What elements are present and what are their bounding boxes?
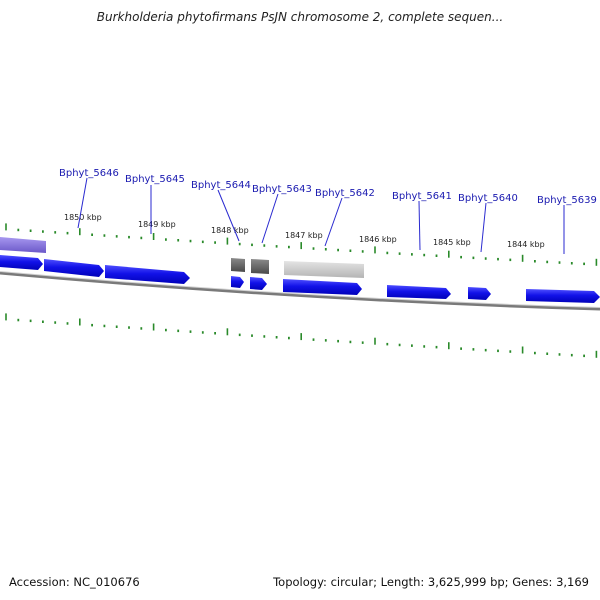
scale-tick-label-1847: 1847 kbp — [285, 231, 323, 240]
leader-line — [261, 193, 279, 244]
scale-tick-label-1844: 1844 kbp — [507, 240, 545, 249]
gene-arrow[interactable] — [468, 287, 491, 300]
gene-arrow[interactable] — [231, 276, 244, 288]
gene-arrow[interactable] — [250, 277, 267, 290]
leader-line — [77, 177, 88, 229]
leader-line — [324, 197, 343, 247]
gene-arrow-partial[interactable] — [0, 237, 46, 253]
gene-arrow[interactable] — [105, 265, 190, 284]
gene-arrow[interactable] — [44, 259, 104, 277]
gene-block-dark[interactable] — [251, 259, 269, 274]
scale-tick-label-1849: 1849 kbp — [138, 220, 176, 229]
leader-line — [480, 202, 487, 253]
gene-label-bphyt-5646[interactable]: Bphyt_5646 — [59, 168, 119, 179]
scale-tick-label-1845: 1845 kbp — [433, 238, 471, 247]
gene-label-leaders — [77, 177, 565, 254]
scale-tick-label-1848: 1848 kbp — [211, 226, 249, 235]
gene-arrow[interactable] — [526, 289, 600, 303]
gene-label-bphyt-5643[interactable]: Bphyt_5643 — [252, 184, 312, 195]
gene-block-dark[interactable] — [231, 258, 245, 272]
leader-line — [418, 200, 421, 251]
gene-arrow[interactable] — [0, 255, 43, 270]
scale-tick-label-1846: 1846 kbp — [359, 235, 397, 244]
sequence-summary-text: Topology: circular; Length: 3,625,999 bp… — [273, 575, 589, 589]
lower-scale-ticks — [5, 313, 598, 358]
gene-label-bphyt-5642[interactable]: Bphyt_5642 — [315, 188, 375, 199]
chromosome-backbone — [0, 271, 600, 311]
gene-label-bphyt-5641[interactable]: Bphyt_5641 — [392, 191, 452, 202]
gene-arrow[interactable] — [387, 285, 451, 299]
chromosome-backbone-highlight — [0, 271, 600, 308]
upper-scale-ticks — [5, 223, 598, 266]
gene-block-light[interactable] — [284, 261, 364, 278]
gene-label-bphyt-5639[interactable]: Bphyt_5639 — [537, 195, 597, 206]
accession-text: Accession: NC_010676 — [9, 575, 140, 589]
gene-arrow[interactable] — [283, 279, 362, 295]
gene-label-bphyt-5644[interactable]: Bphyt_5644 — [191, 180, 251, 191]
gene-label-bphyt-5645[interactable]: Bphyt_5645 — [125, 174, 185, 185]
leader-line — [217, 189, 240, 242]
gene-label-bphyt-5640[interactable]: Bphyt_5640 — [458, 193, 518, 204]
map-title: Burkholderia phytofirmans PsJN chromosom… — [96, 10, 504, 24]
scale-tick-label-1850: 1850 kbp — [64, 213, 102, 222]
